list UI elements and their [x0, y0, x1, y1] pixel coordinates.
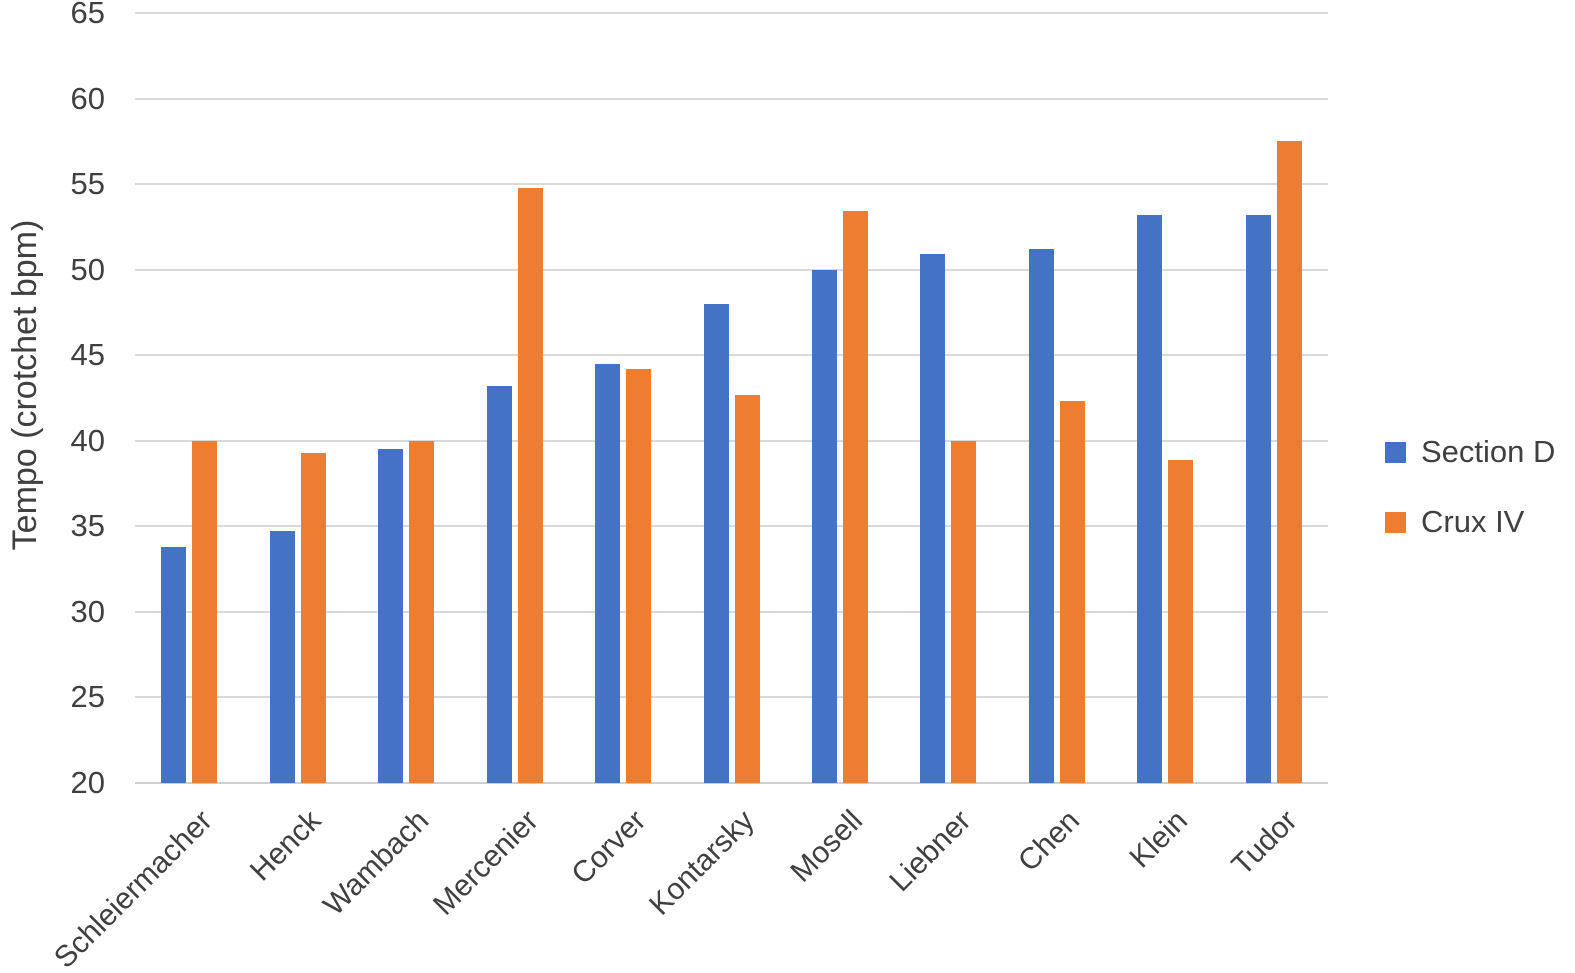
- bar-crux-iv-kontarsky: [735, 395, 760, 783]
- bar-crux-iv-chen: [1060, 401, 1085, 783]
- bar-crux-iv-henck: [301, 453, 326, 783]
- bar-section-d-kontarsky: [704, 304, 729, 783]
- legend-item-crux-iv: Crux IV: [1385, 504, 1555, 540]
- y-tick-label: 55: [70, 166, 105, 201]
- gridline: [135, 98, 1328, 100]
- bar-section-d-mercenier: [487, 386, 512, 783]
- y-tick-label: 30: [70, 594, 105, 629]
- y-tick-label: 65: [70, 0, 105, 30]
- bar-crux-iv-tudor: [1277, 141, 1302, 783]
- x-axis-label: Mosell: [784, 804, 870, 889]
- bar-section-d-henck: [270, 531, 295, 783]
- legend-item-section-d: Section D: [1385, 434, 1555, 470]
- x-axis-label: Corver: [565, 804, 653, 891]
- x-axis-label: Chen: [1012, 804, 1087, 879]
- gridline: [135, 12, 1328, 14]
- bar-crux-iv-liebner: [951, 441, 976, 783]
- gridline: [135, 269, 1328, 271]
- bar-crux-iv-schleiermacher: [192, 441, 217, 783]
- bar-section-d-tudor: [1246, 215, 1271, 783]
- legend: Section D Crux IV: [1385, 434, 1555, 540]
- bar-crux-iv-wambach: [409, 441, 434, 783]
- gridline: [135, 525, 1328, 527]
- y-tick-label: 50: [70, 252, 105, 287]
- bar-section-d-mosell: [812, 270, 837, 783]
- y-tick-label: 35: [70, 508, 105, 543]
- y-tick-label: 40: [70, 423, 105, 458]
- y-tick-label: 60: [70, 81, 105, 116]
- legend-label: Crux IV: [1421, 504, 1525, 539]
- bar-crux-iv-klein: [1168, 460, 1193, 783]
- x-axis-label: Tudor: [1225, 804, 1304, 882]
- x-axis-label: Liebner: [883, 804, 978, 899]
- x-axis-label: Henck: [243, 804, 328, 888]
- bar-crux-iv-corver: [626, 369, 651, 783]
- bar-section-d-chen: [1029, 249, 1054, 783]
- legend-label: Section D: [1421, 434, 1556, 469]
- y-tick-label: 45: [70, 337, 105, 372]
- x-axis-label: Mercenier: [426, 804, 545, 922]
- y-tick-label: 25: [70, 679, 105, 714]
- bar-section-d-schleiermacher: [161, 547, 186, 783]
- legend-swatch-icon: [1385, 441, 1406, 463]
- bar-section-d-liebner: [920, 254, 945, 783]
- gridline: [135, 611, 1328, 613]
- bar-crux-iv-mercenier: [518, 188, 543, 783]
- x-axis-label: Klein: [1123, 804, 1195, 875]
- gridline: [135, 354, 1328, 356]
- gridline: [135, 696, 1328, 698]
- y-tick-label: 20: [70, 765, 105, 800]
- bar-section-d-wambach: [378, 449, 403, 783]
- x-axis-line: [135, 782, 1328, 784]
- gridline: [135, 183, 1328, 185]
- x-axis-label: Wambach: [317, 804, 436, 923]
- bar-crux-iv-mosell: [843, 211, 868, 783]
- gridline: [135, 440, 1328, 442]
- x-axis-label: Kontarsky: [642, 804, 761, 922]
- x-axis-label: Schleiermacher: [47, 804, 219, 973]
- bar-section-d-corver: [595, 364, 620, 783]
- legend-swatch-icon: [1385, 511, 1406, 533]
- bar-section-d-klein: [1137, 215, 1162, 783]
